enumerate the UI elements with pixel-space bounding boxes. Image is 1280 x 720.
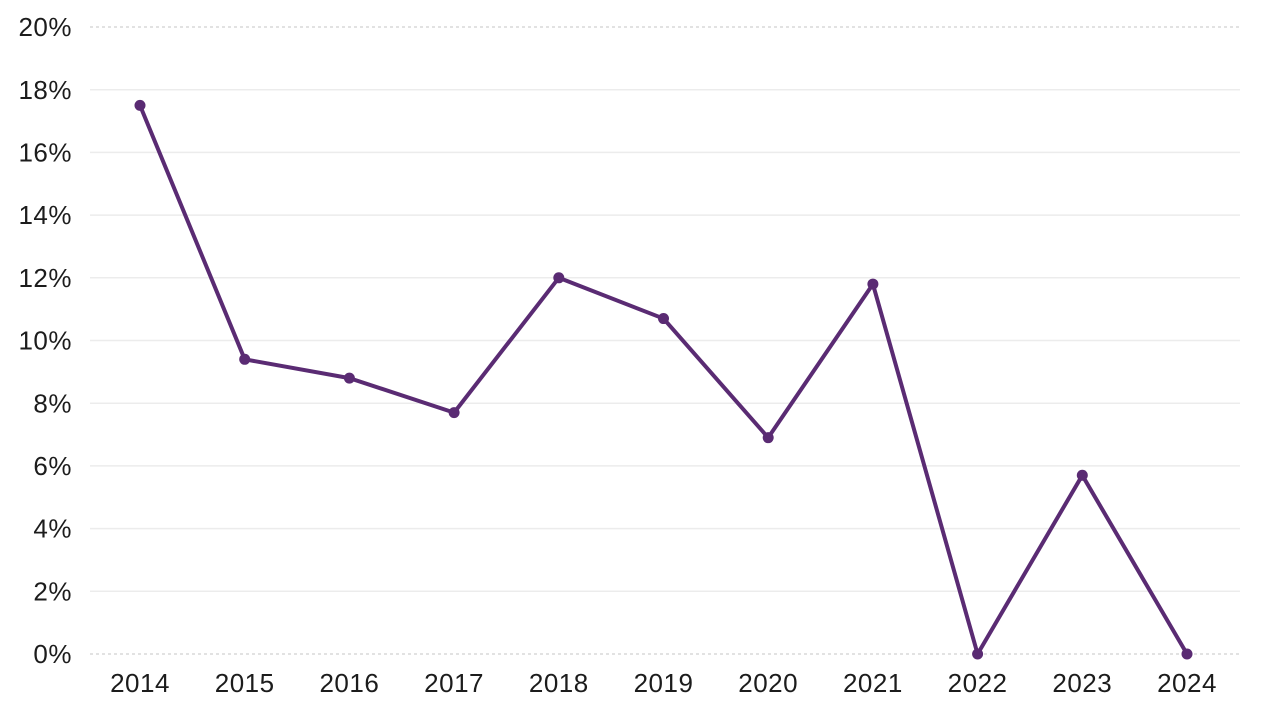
y-axis-tick-label: 0%	[33, 639, 72, 669]
y-axis-tick-label: 4%	[33, 514, 72, 544]
y-axis-tick-label: 12%	[18, 263, 72, 293]
data-point	[553, 272, 565, 284]
x-axis-tick-label: 2022	[948, 668, 1008, 698]
x-axis-tick-label: 2021	[843, 668, 903, 698]
x-axis-tick-label: 2014	[110, 668, 170, 698]
x-axis-tick-label: 2017	[424, 668, 484, 698]
y-axis-tick-label: 2%	[33, 576, 72, 606]
x-axis-tick-label: 2024	[1157, 668, 1217, 698]
data-point	[134, 99, 146, 111]
data-point	[1181, 648, 1193, 660]
y-axis-tick-label: 6%	[33, 451, 72, 481]
y-axis-tick-label: 20%	[18, 12, 72, 42]
data-point	[1076, 469, 1088, 481]
x-axis-tick-label: 2015	[215, 668, 275, 698]
series-line	[138, 103, 1189, 656]
data-point	[867, 278, 879, 290]
data-point	[343, 372, 355, 384]
y-axis-tick-label: 14%	[18, 200, 72, 230]
y-axis-tick-label: 8%	[33, 388, 72, 418]
y-axis-tick-label: 18%	[18, 75, 72, 105]
data-point	[239, 353, 251, 365]
x-axis-tick-label: 2016	[319, 668, 379, 698]
y-axis-tick-label: 10%	[18, 326, 72, 356]
data-point	[762, 432, 774, 444]
data-point	[658, 313, 669, 325]
x-axis-tick-label: 2020	[738, 668, 798, 698]
x-axis-tick-label: 2023	[1052, 668, 1112, 698]
x-axis-tick-label: 2019	[634, 668, 694, 698]
data-point	[972, 648, 984, 660]
data-point	[448, 407, 460, 419]
y-axis-tick-label: 16%	[18, 138, 72, 168]
x-axis-tick-label: 2018	[529, 668, 589, 698]
